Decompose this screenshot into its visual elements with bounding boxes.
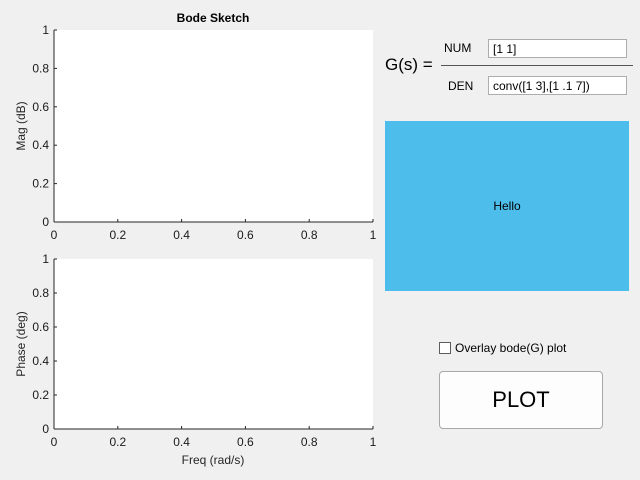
magnitude-axes[interactable]: Bode Sketch Mag (dB) 0 0.2 0.4 0.6 0.8 1 0 0.2 0… (14, 11, 377, 242)
phase-y-tick-label: 1 (42, 252, 49, 266)
magnitude-y-tick-label: 0.4 (32, 138, 49, 152)
phase-y-tick-label: 0.4 (32, 354, 49, 368)
magnitude-y-tick-label: 0.2 (32, 177, 49, 191)
magnitude-x-tick-label: 0.8 (301, 228, 318, 242)
magnitude-y-tick-label: 0 (42, 215, 49, 229)
transfer-function-label: G(s) = (385, 55, 433, 74)
fraction-divider (441, 65, 633, 66)
figure-title: Bode Sketch (177, 11, 250, 25)
phase-y-tick-label: 0 (42, 422, 49, 436)
numerator-input[interactable] (488, 39, 627, 58)
magnitude-y-tick-label: 0.6 (32, 100, 49, 114)
phase-x-tick-label: 0.4 (173, 435, 190, 449)
denominator-label: DEN (448, 79, 474, 93)
magnitude-x-tick-label: 0 (51, 228, 58, 242)
denominator-input[interactable] (488, 76, 627, 95)
magnitude-y-tick-label: 1 (42, 23, 49, 37)
hello-panel: Hello (385, 121, 629, 291)
phase-plot-area[interactable] (54, 259, 373, 429)
magnitude-plot-area[interactable] (54, 30, 373, 222)
phase-y-tick-label: 0.2 (32, 388, 49, 402)
magnitude-y-tick-label: 0.8 (32, 61, 49, 75)
phase-x-tick-label: 0.6 (237, 435, 254, 449)
phase-x-tick-label: 1 (370, 435, 377, 449)
magnitude-x-tick-label: 0.6 (237, 228, 254, 242)
overlay-checkbox-box[interactable] (439, 342, 451, 354)
overlay-checkbox[interactable]: Overlay bode(G) plot (439, 341, 566, 355)
phase-y-tick-label: 0.8 (32, 286, 49, 300)
plot-canvas: Bode Sketch Mag (dB) 0 0.2 0.4 0.6 0.8 100.20… (14, 11, 377, 467)
overlay-checkbox-label: Overlay bode(G) plot (455, 341, 567, 355)
numerator-label: NUM (444, 41, 472, 55)
plot-button[interactable]: PLOT (439, 371, 603, 429)
magnitude-x-tick-label: 0.4 (173, 228, 190, 242)
magnitude-x-tick-label: 1 (370, 228, 377, 242)
magnitude-y-label: Mag (dB) (14, 101, 28, 150)
phase-axes[interactable]: Freq (rad/s) Phase (deg) 0 0.2 0.4 0.6 0.8 1 0… (14, 252, 377, 467)
phase-x-tick-label: 0 (51, 435, 58, 449)
magnitude-x-tick-label: 0.2 (109, 228, 126, 242)
phase-y-label: Phase (deg) (14, 311, 28, 376)
hello-text: Hello (493, 199, 521, 213)
phase-x-tick-label: 0.2 (109, 435, 126, 449)
phase-x-tick-label: 0.8 (301, 435, 318, 449)
phase-x-label: Freq (rad/s) (182, 453, 245, 467)
phase-y-tick-label: 0.6 (32, 320, 49, 334)
